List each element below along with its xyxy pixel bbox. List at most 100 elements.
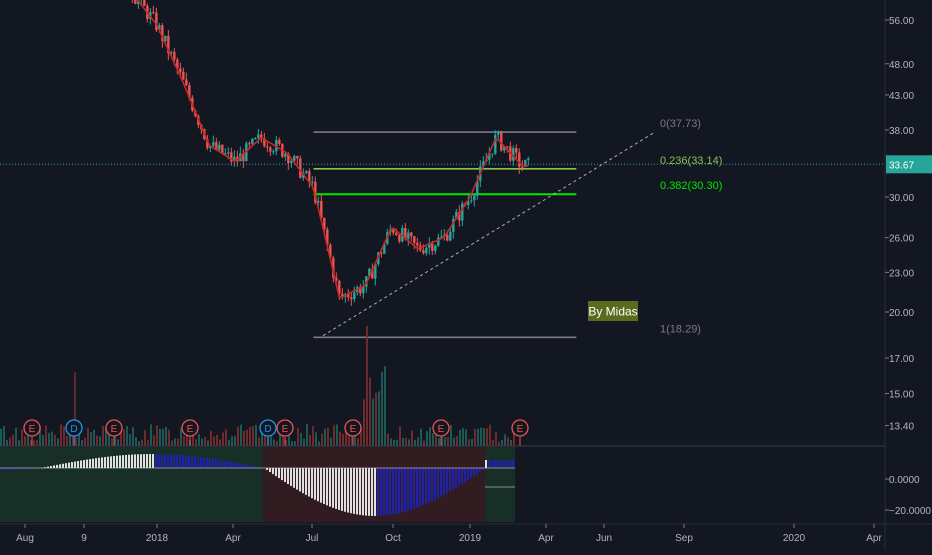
candle-up[interactable] [170, 52, 173, 54]
candle-up[interactable] [452, 219, 455, 232]
candle-down[interactable] [335, 277, 338, 281]
candle-up[interactable] [434, 245, 437, 252]
candle-down[interactable] [323, 217, 326, 230]
candle-up[interactable] [272, 151, 275, 153]
candle-up[interactable] [227, 152, 230, 154]
candle-up[interactable] [158, 25, 161, 30]
candle-down[interactable] [518, 152, 521, 167]
annotation-box[interactable] [588, 301, 638, 321]
candle-up[interactable] [428, 243, 431, 248]
last-price-badge[interactable] [886, 155, 932, 174]
candle-down[interactable] [242, 153, 245, 162]
dividend-marker[interactable] [65, 419, 83, 437]
candle-down[interactable] [173, 52, 176, 60]
dividend-marker[interactable] [259, 419, 277, 437]
candle-down[interactable] [266, 146, 269, 148]
candle-down[interactable] [260, 134, 263, 139]
candle-up[interactable] [164, 35, 167, 42]
candle-down[interactable] [287, 153, 290, 164]
candle-up[interactable] [440, 236, 443, 238]
candle-up[interactable] [461, 203, 464, 221]
trendline[interactable] [322, 131, 656, 337]
candle-up[interactable] [284, 153, 287, 157]
candle-down[interactable] [167, 35, 170, 54]
candle-down[interactable] [143, 0, 146, 6]
candle-up[interactable] [512, 148, 515, 161]
candle-up[interactable] [353, 292, 356, 300]
candle-up[interactable] [449, 231, 452, 241]
candle-up[interactable] [473, 195, 476, 201]
candle-down[interactable] [221, 144, 224, 154]
candle-down[interactable] [371, 268, 374, 279]
candle-up[interactable] [212, 142, 215, 146]
candle-up[interactable] [275, 139, 278, 152]
earnings-marker[interactable] [23, 419, 41, 437]
candle-down[interactable] [296, 156, 299, 159]
candle-up[interactable] [524, 159, 527, 167]
candle-down[interactable] [332, 257, 335, 278]
candle-up[interactable] [455, 211, 458, 220]
candle-down[interactable] [380, 252, 383, 254]
candle-down[interactable] [269, 147, 272, 152]
candle-down[interactable] [404, 228, 407, 239]
candle-down[interactable] [182, 71, 185, 80]
candle-down[interactable] [350, 297, 353, 300]
candle-up[interactable] [362, 286, 365, 294]
candle-down[interactable] [347, 294, 350, 298]
candle-down[interactable] [398, 234, 401, 242]
candle-up[interactable] [425, 247, 428, 254]
candle-down[interactable] [176, 59, 179, 69]
candle-up[interactable] [257, 134, 260, 139]
candle-up[interactable] [467, 200, 470, 206]
earnings-marker[interactable] [432, 419, 450, 437]
candle-down[interactable] [410, 232, 413, 237]
candle-up[interactable] [503, 146, 506, 151]
candle-down[interactable] [500, 132, 503, 151]
candle-down[interactable] [416, 242, 419, 246]
earnings-marker[interactable] [276, 419, 294, 437]
candle-down[interactable] [326, 229, 329, 245]
candle-down[interactable] [506, 146, 509, 148]
candle-up[interactable] [497, 132, 500, 135]
candle-down[interactable] [155, 12, 158, 30]
candle-down[interactable] [422, 250, 425, 254]
candle-up[interactable] [293, 156, 296, 161]
candle-up[interactable] [476, 180, 479, 196]
candle-down[interactable] [179, 68, 182, 72]
candle-down[interactable] [308, 171, 311, 183]
candle-down[interactable] [188, 85, 191, 98]
candle-up[interactable] [365, 276, 368, 287]
candle-down[interactable] [392, 229, 395, 233]
candle-down[interactable] [458, 211, 461, 221]
candle-down[interactable] [161, 25, 164, 42]
candle-down[interactable] [263, 138, 266, 147]
earnings-marker[interactable] [181, 419, 199, 437]
candle-down[interactable] [341, 293, 344, 297]
candle-down[interactable] [329, 244, 332, 258]
candle-up[interactable] [491, 153, 494, 155]
candle-up[interactable] [494, 134, 497, 154]
candle-down[interactable] [413, 236, 416, 243]
candle-down[interactable] [134, 0, 137, 4]
candle-up[interactable] [470, 200, 473, 202]
candle-up[interactable] [383, 243, 386, 254]
candle-down[interactable] [338, 280, 341, 294]
candle-down[interactable] [215, 142, 218, 150]
candle-up[interactable] [233, 156, 236, 162]
candle-up[interactable] [251, 138, 254, 144]
candle-down[interactable] [446, 234, 449, 241]
candle-up[interactable] [254, 138, 257, 140]
candle-down[interactable] [248, 143, 251, 145]
earnings-marker[interactable] [511, 419, 529, 437]
candle-down[interactable] [278, 139, 281, 144]
candle-down[interactable] [515, 148, 518, 153]
candle-up[interactable] [527, 158, 530, 160]
candle-up[interactable] [305, 171, 308, 173]
candle-up[interactable] [218, 144, 221, 150]
candle-up[interactable] [407, 232, 410, 239]
candle-up[interactable] [290, 160, 293, 164]
candle-down[interactable] [206, 139, 209, 148]
candle-up[interactable] [374, 263, 377, 279]
candle-down[interactable] [395, 232, 398, 235]
candle-up[interactable] [437, 237, 440, 246]
